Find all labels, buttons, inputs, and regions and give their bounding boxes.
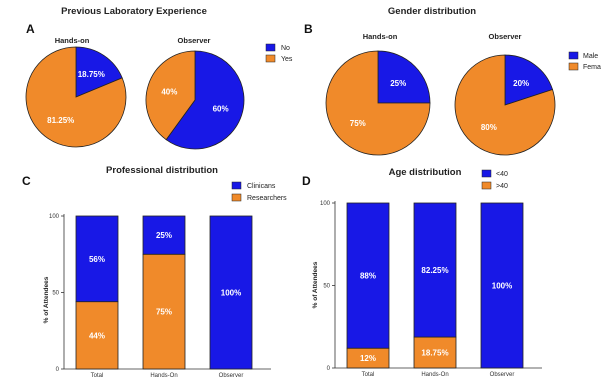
legend-label-d-over-40: >40 — [496, 183, 508, 190]
legend-label-d-under-40: <40 — [496, 171, 508, 178]
y-tick-label-bars-d-1: 50 — [323, 284, 330, 290]
bar-value-label-bars-d-0-1: 88% — [360, 272, 376, 281]
legend-label-c-researchers: Researchers — [247, 195, 287, 202]
legend-swatch-d-under-40 — [481, 169, 492, 178]
x-tick-label-bars-d-2: Observer — [490, 372, 515, 378]
pie-value-label-pie-a-0-1: 81.25% — [47, 116, 74, 125]
legend-swatch-d-over-40 — [481, 181, 492, 190]
legend-label-a-1: Yes — [281, 56, 293, 63]
pie-chart-b-hands-on: 25% 75% — [325, 50, 431, 156]
y-tick-label-bars-d-0: 0 — [327, 366, 331, 372]
pie-slice-pie-b-1-0 — [504, 54, 554, 106]
legend-a: No Yes — [265, 43, 293, 63]
legend-label-a-0: No — [281, 45, 290, 52]
pie-label-a-0: Hands-on — [55, 36, 90, 45]
panel-letter-c: C — [22, 174, 31, 188]
chart-title-c: Professional distribution — [106, 165, 218, 176]
pie-slice-pie-b-1-1 — [454, 54, 556, 156]
pie-label-a-1: Observer — [178, 36, 211, 45]
bar-segment-bars-c-2-1 — [209, 215, 253, 370]
bar-value-label-bars-c-0-0: 44% — [89, 331, 105, 340]
pie-chart-b-observer: 20% 80% — [454, 54, 556, 156]
pie-value-label-pie-a-1-0: 60% — [213, 104, 229, 113]
pie-chart-a-hands-on: 18.75% 81.25% — [25, 46, 127, 148]
legend-label-c-clinicans: Clinicans — [247, 183, 276, 190]
bar-value-label-bars-c-2-1: 100% — [221, 289, 241, 298]
y-axis-label-c: % of Attendees — [43, 276, 50, 323]
bar-chart-d: 0 50 100 12% 88% Total 18.75% 82.25% Hands-On 100… — [320, 201, 542, 378]
panel-d: D Age distribution % of Attendees <40 >4… — [302, 167, 542, 378]
chart-title-d: Age distribution — [389, 167, 462, 178]
chart-title-b: Gender distribution — [388, 6, 476, 17]
pie-slice-pie-b-0-0 — [377, 50, 431, 104]
x-tick-label-bars-d-0: Total — [362, 372, 375, 378]
bar-value-label-bars-d-2-1: 100% — [492, 282, 512, 291]
legend-b: Male Fema — [568, 51, 601, 71]
pie-slice-pie-a-1-0 — [165, 50, 245, 150]
legend-swatch-c-researchers — [231, 193, 242, 202]
pie-value-label-pie-b-0-0: 25% — [390, 79, 406, 88]
x-tick-label-bars-c-0: Total — [91, 373, 104, 379]
y-tick-label-bars-c-1: 50 — [52, 291, 59, 297]
legend-swatch-b-1 — [568, 62, 579, 71]
legend-label-b-1: Fema — [583, 64, 601, 71]
legend-swatch-c-clinicans — [231, 181, 242, 190]
x-tick-label-bars-c-1: Hands-On — [150, 373, 177, 379]
legend-swatch-b-0 — [568, 51, 579, 60]
bar-value-label-bars-c-0-1: 56% — [89, 255, 105, 264]
panel-c: C Professional distribution % of Attende… — [22, 165, 287, 379]
pie-chart-a-observer: 60% 40% — [145, 50, 245, 150]
x-tick-label-bars-c-2: Observer — [219, 373, 244, 379]
pie-label-b-1: Observer — [489, 32, 522, 41]
bar-segment-bars-d-2-1 — [480, 202, 524, 369]
y-tick-label-bars-c-2: 100 — [49, 214, 60, 220]
pie-slice-pie-a-0-0 — [75, 46, 123, 98]
bar-value-label-bars-d-1-0: 18.75% — [421, 349, 448, 358]
pie-value-label-pie-a-1-1: 40% — [161, 88, 177, 97]
bar-segment-bars-c-1-0 — [142, 253, 186, 370]
bar-chart-c: 0 50 100 44% 56% Total 75% 25% Hands-On 100% Obser… — [49, 214, 271, 379]
panel-letter-d: D — [302, 174, 311, 188]
panel-letter-b: B — [304, 22, 313, 36]
y-tick-label-bars-c-0: 0 — [56, 367, 60, 373]
chart-title-a: Previous Laboratory Experience — [61, 6, 207, 17]
pie-value-label-pie-b-0-1: 75% — [350, 119, 366, 128]
panel-b: B Gender distribution Hands-on Observer … — [304, 6, 601, 156]
bar-value-label-bars-c-1-0: 75% — [156, 308, 172, 317]
bar-value-label-bars-d-1-1: 82.25% — [421, 266, 448, 275]
bar-segment-bars-c-0-1 — [75, 215, 119, 303]
bar-value-label-bars-c-1-1: 25% — [156, 231, 172, 240]
bar-value-label-bars-d-0-0: 12% — [360, 354, 376, 363]
pie-slice-pie-a-0-1 — [25, 46, 127, 148]
pie-value-label-pie-b-1-0: 20% — [513, 79, 529, 88]
pie-value-label-pie-b-1-1: 80% — [481, 123, 497, 132]
x-tick-label-bars-d-1: Hands-On — [421, 372, 448, 378]
legend-swatch-a-0 — [265, 43, 276, 52]
bar-segment-bars-c-1-1 — [142, 215, 186, 255]
bar-segment-bars-d-0-1 — [346, 202, 390, 349]
panel-letter-a: A — [26, 22, 35, 36]
legend-label-b-0: Male — [583, 53, 598, 60]
legend-c: Clinicans Researchers — [231, 181, 287, 202]
legend-d: <40 >40 — [481, 169, 508, 190]
y-tick-label-bars-d-2: 100 — [320, 201, 331, 207]
y-axis-label-d: % of Attendees — [312, 261, 319, 308]
bar-segment-bars-d-1-0 — [413, 336, 457, 369]
legend-swatch-a-1 — [265, 54, 276, 63]
bar-segment-bars-d-1-1 — [413, 202, 457, 338]
panel-a: A Previous Laboratory Experience Hands-o… — [25, 6, 293, 150]
pie-label-b-0: Hands-on — [363, 32, 398, 41]
pie-value-label-pie-a-0-0: 18.75% — [78, 70, 105, 79]
pie-slice-pie-b-0-1 — [325, 50, 431, 156]
pie-slice-pie-a-1-1 — [145, 50, 196, 141]
